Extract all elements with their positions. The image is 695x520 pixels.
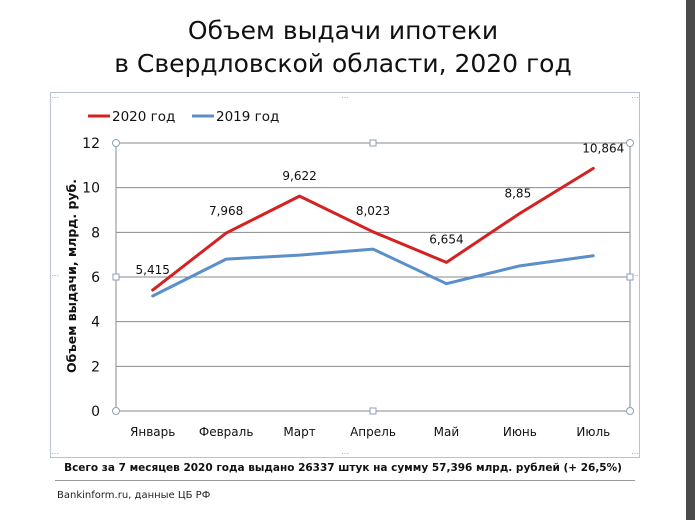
y-tick-label: 2: [91, 359, 100, 375]
legend-label: 2019 год: [216, 109, 279, 125]
y-tick-label: 10: [82, 181, 100, 197]
plot-handle: [626, 273, 634, 281]
x-tick-label: Апрель: [350, 425, 396, 439]
x-tick-label: Март: [283, 425, 315, 439]
window-edge: [686, 0, 695, 520]
frame-handle: ⋯: [341, 93, 349, 102]
frame-handle: ⋯: [341, 449, 349, 458]
title-line-1: Объем выдачи ипотеки: [187, 16, 499, 45]
plot-handle: [369, 407, 377, 415]
plot-handle: [112, 407, 120, 415]
separator-line: [55, 480, 635, 481]
y-tick-label: 8: [91, 225, 100, 241]
data-label: 7,968: [209, 204, 243, 218]
page-title: Объем выдачи ипотеки в Свердловской обла…: [0, 14, 686, 80]
frame-handle: ⋯: [631, 449, 639, 458]
y-tick-label: 6: [91, 270, 100, 286]
frame-handle: ⋯: [51, 271, 59, 280]
data-label: 5,415: [136, 263, 170, 277]
y-tick-label: 4: [91, 315, 100, 331]
plot-handle: [369, 139, 377, 147]
series-line-2019-год: [151, 247, 595, 298]
frame-handle: ⋯: [51, 93, 59, 102]
plot-handle: [626, 407, 634, 415]
chart-frame[interactable]: [50, 92, 640, 458]
y-tick-label: 0: [91, 404, 100, 420]
x-tick-label: Февраль: [199, 425, 254, 439]
series-line-2020-год: [151, 166, 595, 292]
plot-handle: [626, 139, 634, 147]
data-label: 9,622: [282, 169, 316, 183]
x-tick-label: Май: [434, 425, 460, 439]
y-axis-title: Объем выдачи, млрд. руб.: [64, 179, 79, 373]
plot-handle: [112, 139, 120, 147]
summary-footnote: Всего за 7 месяцев 2020 года выдано 2633…: [64, 462, 622, 474]
y-tick-label: 12: [82, 136, 100, 152]
title-line-2: в Свердловской области, 2020 год: [114, 49, 572, 78]
data-label: 8,85: [504, 186, 531, 200]
frame-handle: ⋯: [631, 271, 639, 280]
frame-handle: ⋯: [631, 93, 639, 102]
x-tick-label: Январь: [130, 425, 175, 439]
frame-handle: ⋯: [51, 449, 59, 458]
data-label: 8,023: [356, 204, 390, 218]
data-label: 10,864: [582, 141, 624, 155]
legend-label: 2020 год: [112, 109, 175, 125]
data-label: 6,654: [429, 232, 463, 246]
plot-handle: [112, 273, 120, 281]
source-note: Bankinform.ru, данные ЦБ РФ: [57, 490, 211, 501]
x-tick-label: Июнь: [503, 425, 537, 439]
x-tick-label: Июль: [576, 425, 610, 439]
